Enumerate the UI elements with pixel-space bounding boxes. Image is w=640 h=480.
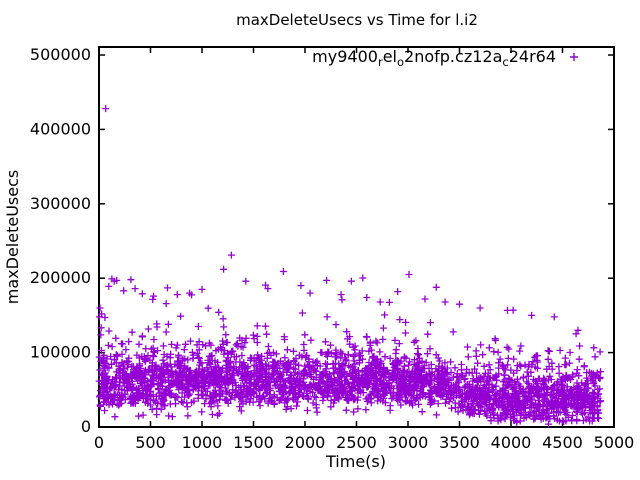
legend-series-label: my9400relo2nofp.cz12ac24r64 [312, 47, 556, 69]
scatter-points [95, 105, 605, 428]
x-tick-label: 5000 [594, 433, 635, 452]
chart-title: maxDeleteUsecs vs Time for l.i2 [236, 11, 478, 29]
x-axis: 0 500 1000 1500 2000 2500 3000 3500 4000 4500 5000 [94, 47, 634, 452]
legend: my9400relo2nofp.cz12ac24r64 [312, 47, 578, 69]
y-axis-label: maxDeleteUsecs [3, 170, 22, 304]
x-tick-label: 2000 [285, 433, 326, 452]
x-tick-label: 4000 [491, 433, 532, 452]
y-tick-label: 0 [81, 417, 91, 436]
x-tick-label: 0 [94, 433, 104, 452]
x-tick-label: 500 [135, 433, 166, 452]
x-tick-label: 1500 [233, 433, 274, 452]
x-tick-label: 1000 [182, 433, 223, 452]
x-tick-label: 2500 [336, 433, 377, 452]
x-tick-label: 3500 [439, 433, 480, 452]
legend-plus-marker [570, 53, 578, 61]
y-tick-label: 300000 [30, 194, 91, 213]
x-tick-label: 3000 [388, 433, 429, 452]
y-tick-label: 400000 [30, 119, 91, 138]
y-axis: 0 100000 200000 300000 400000 500000 [30, 45, 614, 436]
y-tick-label: 200000 [30, 268, 91, 287]
x-axis-label: Time(s) [325, 452, 386, 471]
y-tick-label: 500000 [30, 45, 91, 64]
x-tick-label: 4500 [542, 433, 583, 452]
y-tick-label: 100000 [30, 343, 91, 362]
